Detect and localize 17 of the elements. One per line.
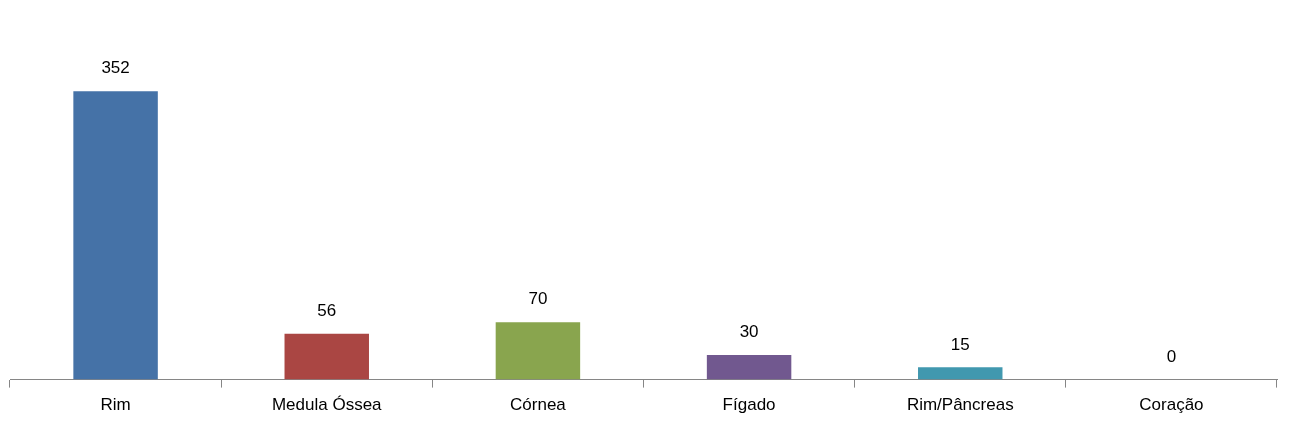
data-label: 56 [317, 300, 337, 320]
data-label: 70 [528, 289, 548, 309]
data-label: 0 [1166, 346, 1177, 366]
bar [73, 91, 158, 380]
x-tick-label: Rim [100, 395, 131, 415]
x-tick-label: Medula Óssea [271, 395, 383, 415]
bar [284, 333, 369, 380]
x-tick-label: Rim/Pâncreas [906, 395, 1014, 415]
x-tick-label: Fígado [722, 395, 776, 415]
bar [918, 367, 1003, 380]
x-tick-label: Córnea [510, 395, 567, 415]
bar [495, 322, 581, 380]
data-label: 352 [101, 58, 130, 78]
x-tick-label: Coração [1139, 395, 1204, 415]
data-label: 30 [739, 322, 759, 342]
bar [706, 355, 792, 380]
data-label: 15 [950, 334, 970, 354]
